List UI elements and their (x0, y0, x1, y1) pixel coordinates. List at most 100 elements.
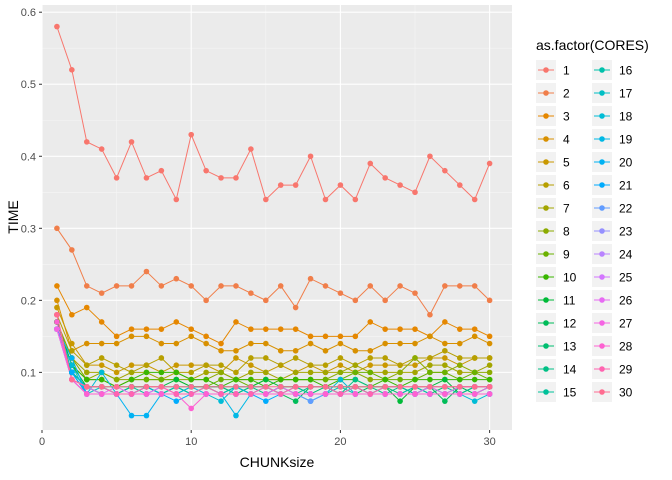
data-point-30 (203, 383, 209, 390)
data-point-21 (263, 398, 269, 404)
data-point-2 (128, 283, 135, 289)
data-point-6 (113, 362, 120, 368)
legend-key-point (543, 320, 549, 326)
data-point-6 (98, 355, 105, 361)
data-point-28 (442, 391, 448, 397)
legend-label: 22 (619, 202, 633, 216)
legend-key-point (543, 274, 549, 280)
data-point-4 (397, 340, 403, 347)
legend-key-point (543, 182, 549, 188)
data-point-20 (128, 412, 135, 419)
data-point-1 (128, 139, 135, 145)
legend-key-point (543, 366, 549, 372)
x-tick-label: 30 (483, 436, 495, 448)
data-point-19 (233, 412, 239, 419)
data-point-1 (263, 196, 269, 203)
data-point-10 (98, 376, 105, 383)
data-point-10 (83, 376, 90, 383)
data-point-7 (263, 369, 269, 376)
legend-item-28: 28 (592, 336, 633, 356)
data-point-28 (292, 391, 299, 397)
data-point-3 (233, 319, 239, 325)
data-point-10 (486, 376, 493, 383)
data-point-3 (248, 326, 254, 332)
data-point-3 (486, 333, 493, 340)
data-point-30 (173, 383, 180, 390)
data-point-2 (233, 283, 239, 289)
legend-label: 16 (619, 64, 633, 78)
data-point-3 (113, 333, 120, 340)
legend-item-25: 25 (592, 267, 633, 287)
legend-item-12: 12 (536, 313, 577, 333)
legend-label: 21 (619, 179, 633, 193)
data-point-6 (307, 362, 314, 368)
data-point-29 (367, 391, 374, 397)
legend-key-point (599, 90, 605, 96)
data-point-28 (382, 391, 388, 397)
data-point-7 (203, 369, 209, 376)
data-point-4 (307, 340, 314, 347)
data-point-2 (173, 275, 180, 282)
data-point-3 (203, 333, 209, 340)
data-point-3 (307, 333, 314, 340)
data-point-3 (218, 340, 224, 347)
legend-item-5: 5 (536, 152, 570, 172)
legend-key-point (543, 159, 549, 165)
data-point-1 (233, 175, 239, 181)
legend-key-point (543, 251, 549, 257)
data-point-4 (292, 347, 299, 354)
legend-item-22: 22 (592, 198, 633, 218)
y-tick-label: 0.6 (21, 7, 36, 19)
legend-key-point (599, 159, 605, 165)
legend-label: 13 (563, 340, 577, 354)
data-point-4 (248, 340, 254, 347)
data-point-30 (113, 383, 120, 390)
data-point-8 (367, 376, 374, 383)
data-point-4 (412, 340, 418, 347)
data-point-4 (471, 333, 478, 340)
data-point-4 (456, 340, 463, 347)
data-point-20 (143, 412, 150, 419)
legend-item-15: 15 (536, 382, 577, 402)
legend-label: 5 (563, 156, 570, 170)
data-point-10 (173, 369, 180, 376)
data-point-5 (382, 362, 388, 368)
legend-key-point (543, 113, 549, 119)
legend-item-17: 17 (592, 83, 633, 103)
legend-key-point (543, 90, 549, 96)
data-point-3 (54, 283, 60, 289)
data-point-1 (158, 167, 165, 174)
data-point-1 (367, 160, 374, 167)
data-point-3 (471, 326, 478, 332)
data-point-18 (218, 398, 224, 404)
data-point-18 (337, 376, 344, 383)
data-point-6 (456, 355, 463, 361)
data-point-1 (98, 146, 105, 152)
data-point-5 (54, 304, 60, 311)
legend-label: 28 (619, 340, 633, 354)
legend-key-point (599, 67, 605, 73)
data-point-1 (382, 175, 388, 181)
data-point-8 (337, 369, 344, 376)
x-tick-label: 0 (39, 436, 45, 448)
data-point-3 (188, 326, 195, 332)
data-point-30 (292, 383, 299, 390)
data-point-7 (248, 369, 254, 376)
data-point-6 (442, 347, 448, 354)
data-point-1 (218, 175, 224, 181)
x-tick-label: 20 (334, 436, 346, 448)
data-point-3 (352, 333, 359, 340)
data-point-3 (69, 311, 75, 318)
data-point-3 (173, 319, 180, 325)
data-point-10 (248, 376, 254, 383)
data-point-3 (98, 319, 105, 325)
data-point-2 (322, 283, 329, 289)
data-point-5 (248, 362, 254, 368)
legend-key-point (599, 366, 605, 372)
data-point-2 (352, 297, 359, 304)
data-point-10 (158, 369, 165, 376)
data-point-28 (352, 391, 359, 397)
data-point-3 (128, 326, 135, 332)
data-point-2 (277, 283, 284, 289)
legend-key-point (543, 205, 549, 211)
